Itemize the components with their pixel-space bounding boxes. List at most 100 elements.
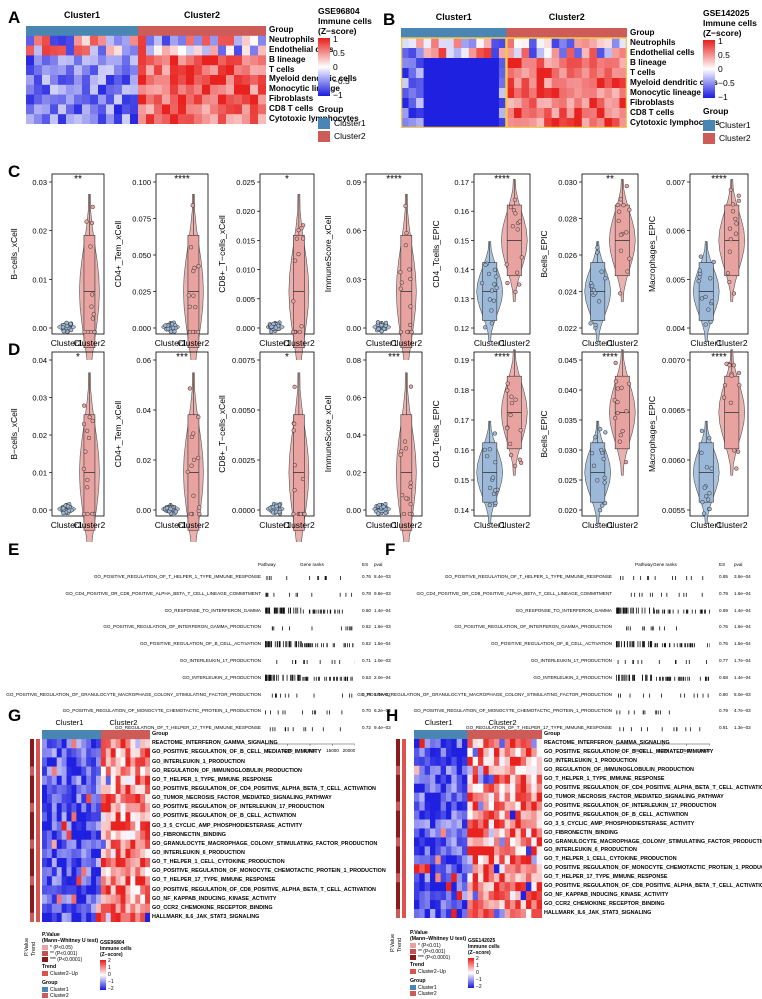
heatmap-cell [91,776,96,786]
gsea-rank-bar [323,643,324,647]
heatmap-cell [414,784,420,793]
heatmap-cell [258,36,266,46]
heatmap-cell [81,812,86,822]
heatmap-cell [130,739,135,749]
gsea-rank-bar [339,660,340,664]
heatmap-cell [98,114,107,124]
heatmap-cell [74,65,83,75]
group-cell [91,730,96,740]
heatmap-cell [162,114,171,124]
data-point [399,270,403,274]
y-tick-label: 0.15 [454,236,469,245]
heatmap-cell [250,85,259,95]
gsea-rank-bar [265,710,266,714]
data-point [92,330,96,334]
heatmap-cell [425,802,431,811]
heatmap-cell [67,858,72,868]
group-cell [86,730,91,740]
heatmap-cell [96,876,101,886]
heatmap-cell [81,849,86,859]
heatmap-row-label: GO_INTERLEUKIN_6_PRODUCTION [544,847,637,853]
gsea-rank-bar [623,608,624,614]
heatmap-cell [476,58,484,69]
heatmap-cell [47,913,52,922]
heatmap-cell [441,811,447,820]
heatmap-cell [52,767,57,777]
trend-cell [402,793,406,802]
gsea-rank-bar [680,643,681,647]
heatmap-cell [529,118,537,128]
group-cell [170,26,179,36]
heatmap-cell [96,794,101,804]
legend-title: Immune cells [318,16,372,26]
heatmap-cell [521,873,527,882]
heatmap-cell [52,785,57,795]
heatmap-cell [612,58,620,69]
gsea-rank-bar [692,643,693,647]
y-tick-label: 0.06 [346,227,361,236]
heatmap-cell [419,748,425,757]
colorbar-tick: 1 [476,963,479,969]
heatmap-cell [111,785,116,795]
heatmap-cell [537,793,542,802]
heatmap-cell [462,900,468,909]
gsea-rank-bar [638,660,639,664]
heatmap-cell [435,873,441,882]
heatmap-cell [140,895,145,905]
heatmap-cell [130,46,139,56]
zscore-colorbar [703,40,715,98]
gsea-rank-bar [315,710,316,714]
heatmap-cell [91,858,96,868]
gsea-rank-bar [648,576,649,580]
trend-cell [36,803,40,812]
data-point [505,263,509,267]
heatmap-cell [552,118,560,128]
data-point [187,294,191,298]
heatmap-cell [86,803,91,813]
gsea-rank-bar [662,677,663,681]
heatmap-cell [476,38,484,49]
gsea-rank-bar [339,610,340,614]
heatmap-row-label: Fibroblasts [630,99,674,107]
y-tick-label: 0.0070 [662,356,685,365]
group-cell [457,730,463,739]
heatmap-cell [499,739,505,748]
heatmap-cell [76,776,81,786]
heatmap-cell [258,55,266,65]
heatmap-cell [515,784,521,793]
gsea-pathway-name: GO_POSITIVE_REGULATION_OF_GRANULOCYTE_MA… [357,692,612,697]
heatmap-cell [531,811,537,820]
heatmap-cell [499,757,505,766]
group-cell [210,26,219,36]
gsea-es-value: 0.77 [719,658,728,663]
heatmap-cell [531,855,537,864]
heatmap-cell [589,108,597,119]
gsea-rank-bar [686,593,687,597]
gsea-rank-bar [653,608,654,614]
heatmap-cell [567,118,575,128]
heatmap-cell [537,766,542,775]
heatmap-cell [116,794,121,804]
zscore-colorbar [100,960,106,990]
heatmap-cell [140,831,145,841]
y-axis-label: B−cells_xCell [9,228,19,279]
heatmap-cell [489,784,495,793]
heatmap-cell [537,784,542,793]
heatmap-row-label: GO_T_HELPER_1_TYPE_IMMUNE_RESPONSE [544,776,664,782]
heatmap-cell [612,78,620,89]
heatmap-cell [589,48,597,59]
heatmap-cell [446,58,454,69]
trend-cell [402,909,406,918]
heatmap-cell [478,739,484,748]
gsea-rank-bar [634,593,635,597]
heatmap-cell [499,873,505,882]
y-tick-label: 0.03 [346,275,361,284]
heatmap-cell [489,748,495,757]
heatmap-cell [505,775,511,784]
gsea-rank-bar [280,694,281,698]
gsea-pval-value: 1.5e−04 [374,641,391,646]
data-point [384,321,388,325]
heatmap-cell [106,803,111,813]
gsea-rank-bar [278,710,279,714]
group-swatch-fill [42,993,48,998]
